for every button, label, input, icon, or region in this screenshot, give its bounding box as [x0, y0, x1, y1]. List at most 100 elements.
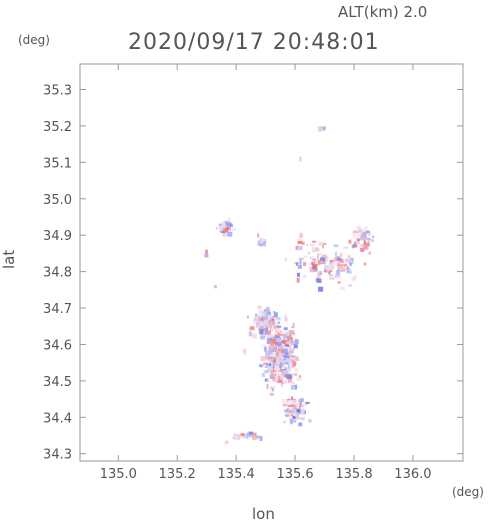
echo-point — [313, 258, 316, 264]
echo-point — [322, 244, 324, 249]
echo-point — [367, 238, 370, 243]
echo-point — [317, 253, 319, 259]
echo-point — [272, 375, 276, 381]
echo-point — [346, 267, 351, 273]
echo-point — [286, 334, 292, 339]
echo-point — [307, 251, 310, 255]
echo-point — [318, 241, 324, 246]
echo-point — [299, 246, 303, 250]
echo-point — [292, 408, 295, 413]
echo-point — [263, 309, 267, 313]
echo-point — [283, 420, 286, 424]
echo-point — [268, 348, 273, 352]
echo-point — [329, 263, 332, 269]
echo-point — [296, 409, 301, 414]
echo-point — [284, 353, 287, 357]
echo-point — [296, 245, 299, 251]
y-tick-label: 34.7 — [43, 302, 72, 317]
echo-point — [292, 403, 297, 409]
echo-point — [311, 261, 314, 265]
echo-point — [293, 401, 296, 405]
echo-point — [317, 253, 322, 256]
echo-point — [268, 356, 273, 360]
echo-point — [268, 328, 273, 332]
echo-point — [264, 239, 267, 244]
echo-point — [270, 335, 273, 338]
echo-point — [274, 330, 277, 334]
echo-point — [258, 326, 264, 332]
echo-point — [285, 341, 290, 345]
echo-point — [231, 228, 236, 231]
echo-point — [259, 364, 263, 368]
echo-point — [292, 347, 295, 351]
echo-point — [263, 346, 267, 352]
echo-point — [291, 396, 294, 400]
echo-point — [288, 416, 293, 420]
echo-point — [353, 241, 357, 245]
echo-point — [285, 362, 289, 365]
echo-point — [368, 251, 371, 255]
axis-ticks — [80, 64, 463, 461]
echo-point — [255, 322, 258, 328]
echo-point — [334, 274, 337, 278]
echo-point — [330, 260, 333, 264]
echo-point — [274, 376, 279, 381]
echo-point — [324, 265, 330, 270]
echo-point — [303, 255, 307, 258]
echo-point — [272, 352, 277, 357]
echo-point — [273, 347, 276, 350]
echo-point — [364, 242, 370, 247]
echo-point — [271, 338, 276, 344]
echo-point — [269, 372, 273, 375]
echo-point — [276, 350, 279, 353]
echo-point — [269, 357, 274, 363]
echo-point — [351, 276, 357, 281]
echo-point — [285, 412, 290, 415]
echo-point — [298, 257, 304, 260]
echo-point — [244, 350, 247, 355]
echo-point — [274, 336, 280, 338]
echo-point — [282, 399, 286, 404]
echo-point — [257, 233, 260, 238]
echo-point — [261, 241, 266, 247]
echo-point — [285, 332, 290, 336]
echo-point — [225, 227, 229, 230]
echo-point — [248, 331, 252, 337]
x-tick-label: 135.2 — [159, 467, 196, 482]
echo-point — [324, 241, 327, 244]
echo-point — [291, 419, 297, 423]
echo-point — [297, 272, 300, 277]
echo-point — [259, 237, 264, 242]
echo-point — [270, 343, 274, 346]
echo-point — [220, 230, 226, 234]
echo-point — [322, 254, 327, 259]
echo-point — [240, 433, 245, 436]
y-unit-label: (deg) — [18, 33, 50, 47]
x-tick-label: 135.4 — [218, 467, 255, 482]
echo-point — [287, 371, 291, 376]
y-tick-label: 35.0 — [43, 193, 72, 208]
echo-point — [286, 374, 292, 380]
echo-point — [349, 259, 354, 262]
echo-point — [337, 266, 340, 271]
echo-point — [292, 411, 296, 416]
echo-point — [276, 358, 279, 364]
y-tick-label: 34.6 — [43, 338, 72, 353]
echo-point — [298, 405, 303, 408]
echo-point — [340, 286, 345, 290]
echo-point — [283, 347, 286, 350]
echo-point — [293, 337, 297, 340]
echo-point — [329, 277, 335, 280]
echo-point — [319, 261, 325, 264]
echo-point — [264, 370, 269, 374]
echo-point — [213, 286, 217, 289]
echo-point — [338, 259, 344, 264]
echo-point — [272, 363, 275, 369]
echo-point — [290, 355, 293, 360]
echo-point — [288, 412, 293, 415]
echo-point — [227, 231, 233, 237]
echo-point — [269, 317, 272, 322]
echo-point — [273, 311, 276, 314]
echo-point — [309, 244, 315, 246]
echo-point — [284, 314, 287, 320]
